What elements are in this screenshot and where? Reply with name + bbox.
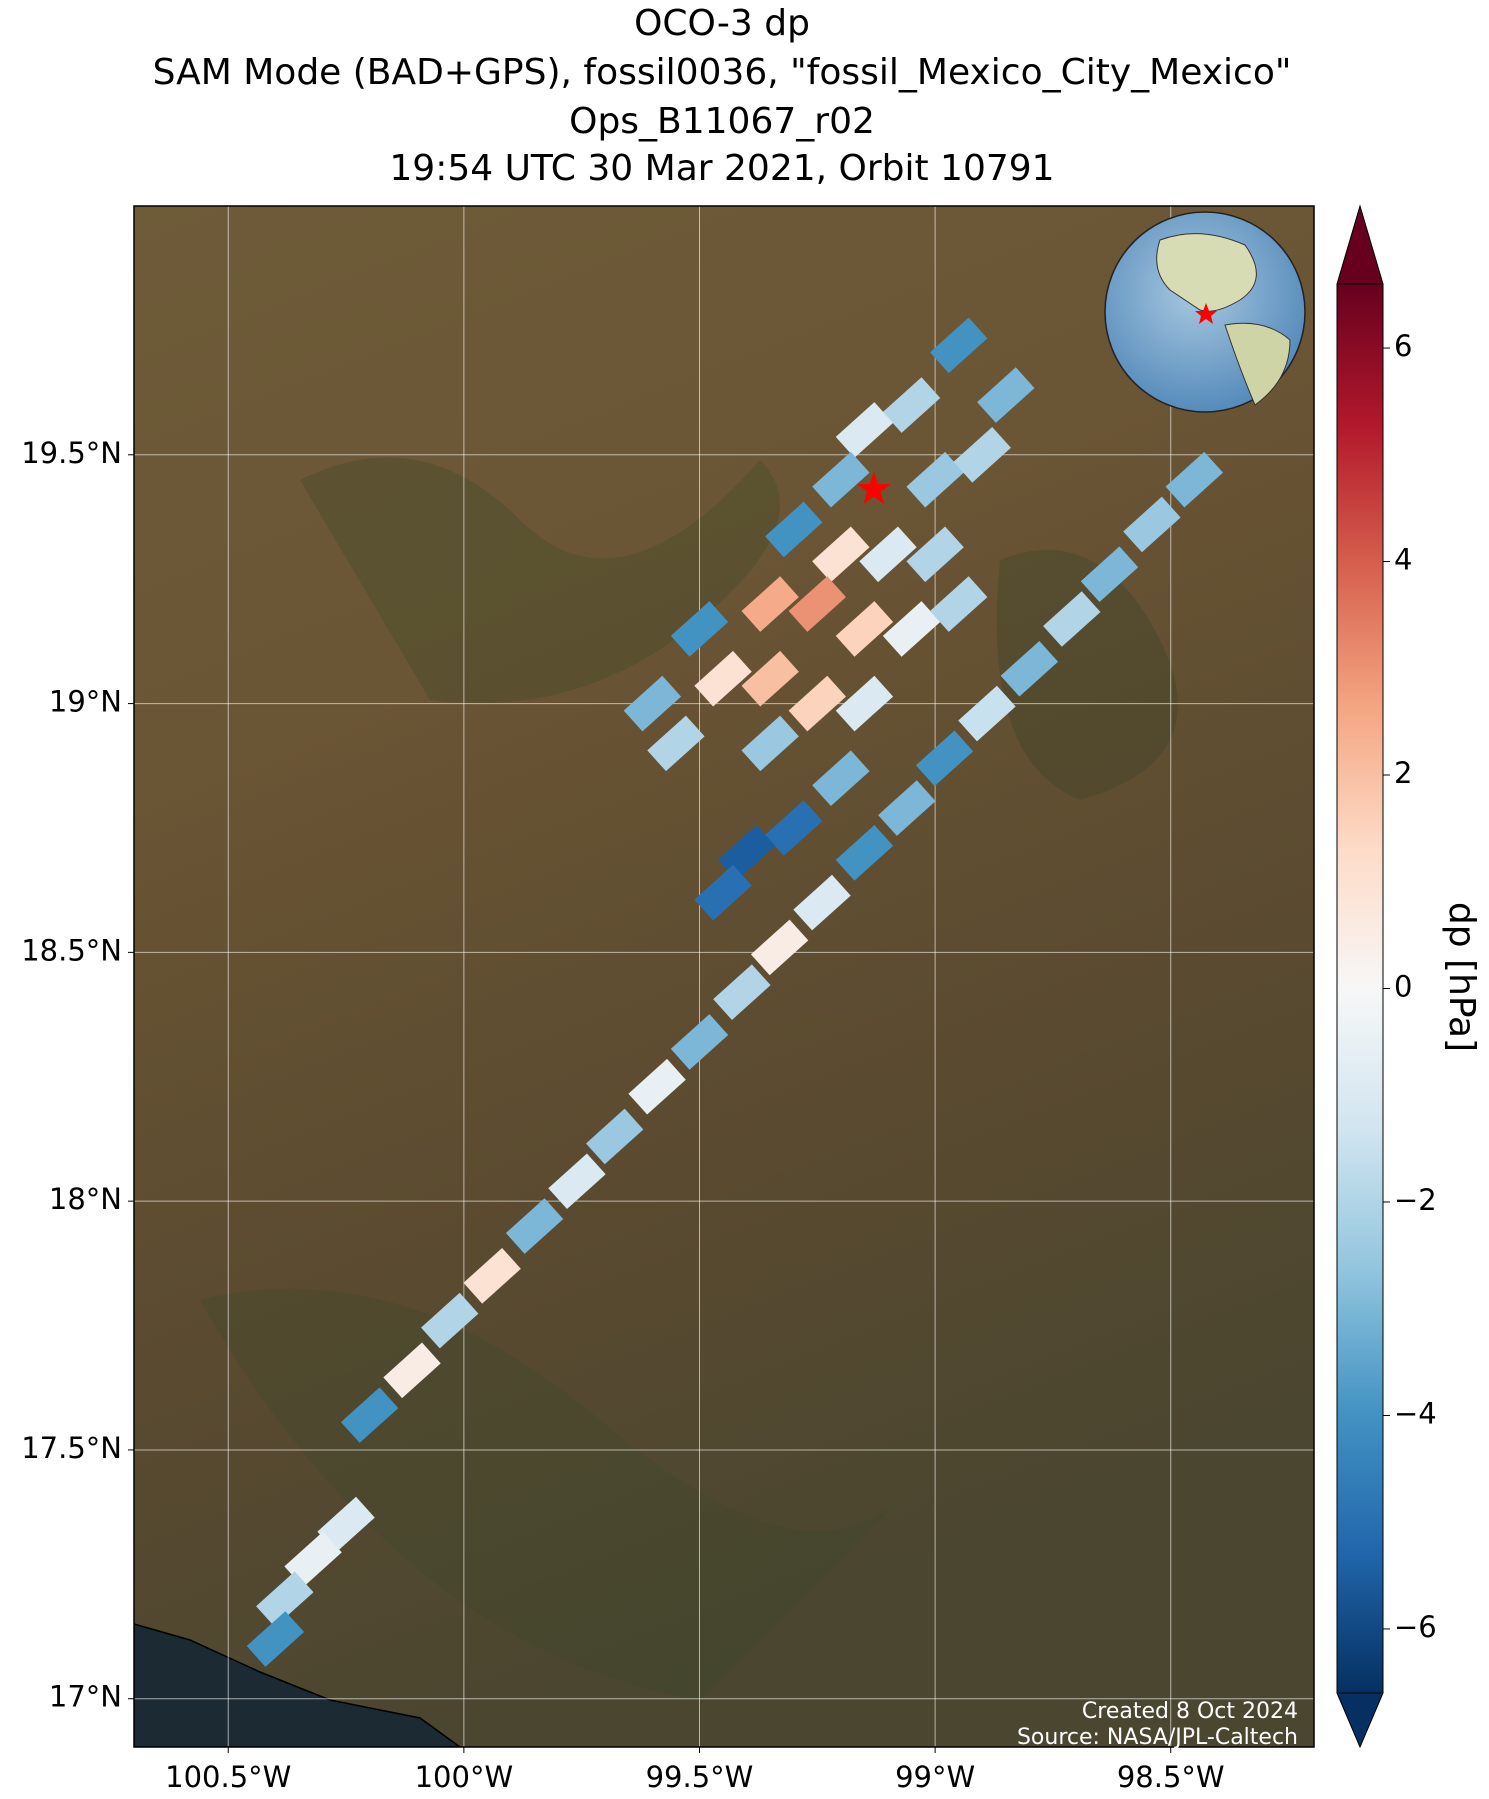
x-tick-label: 100.5°W <box>165 1760 291 1794</box>
ocean <box>134 1623 462 1747</box>
sounding-cell <box>670 1014 729 1070</box>
annotation: Source: NASA/JPL-Caltech <box>1017 1725 1298 1750</box>
colorbar-extend <box>1336 204 1384 285</box>
sounding-cell <box>548 1153 606 1210</box>
chart-title: SAM Mode (BAD+GPS), fossil0036, "fossil_… <box>153 52 1292 93</box>
sounding-cell <box>915 730 974 787</box>
map-area <box>134 206 1314 1747</box>
colorbar-label: dp [hPa] <box>1441 902 1482 1052</box>
sounding-cell <box>906 526 964 583</box>
sounding-cell <box>929 317 988 374</box>
colorbar-tick-label: 4 <box>1394 543 1412 577</box>
sounding-cell <box>1165 451 1223 508</box>
sounding-cell <box>713 964 771 1020</box>
y-tick-label: 17.5°N <box>21 1431 122 1465</box>
sounding-cell <box>317 1496 375 1553</box>
sounding-cell <box>1080 546 1139 603</box>
x-tick-label: 98.5°W <box>1117 1760 1225 1794</box>
sounding-cell <box>383 1342 441 1399</box>
sounding-cell <box>741 576 799 632</box>
sounding-cell <box>463 1247 521 1304</box>
sounding-cell <box>793 874 851 931</box>
sounding-cell <box>958 685 1016 742</box>
sounding-cell <box>628 1058 686 1115</box>
sounding-cell <box>585 1108 644 1165</box>
sounding-cell <box>812 526 870 583</box>
sounding-cell <box>670 601 729 657</box>
y-tick-label: 19.5°N <box>21 436 122 470</box>
terrain <box>300 457 780 704</box>
y-tick-label: 17°N <box>49 1680 122 1714</box>
sounding-cell <box>1000 640 1059 697</box>
sounding-cell <box>421 1292 479 1349</box>
south-america <box>1224 322 1291 406</box>
sounding-cell <box>750 919 809 976</box>
y-tick-label: 18°N <box>49 1182 122 1216</box>
sounding-cell <box>835 601 894 657</box>
sounding-cell <box>788 576 846 632</box>
colorbar-tick-label: 2 <box>1394 756 1412 790</box>
chart-title: OCO-3 dp <box>634 3 810 44</box>
y-tick-label: 18.5°N <box>21 933 122 967</box>
sounding-cell <box>788 675 846 732</box>
sounding-cell <box>765 800 823 856</box>
sounding-cell <box>953 426 1011 483</box>
sounding-cell <box>741 715 799 772</box>
colorbar-tick-label: −6 <box>1394 1610 1437 1644</box>
sounding-cell <box>812 451 870 508</box>
sounding-cell <box>977 367 1035 423</box>
sounding-cell <box>284 1531 342 1588</box>
colorbar <box>1336 283 1384 1694</box>
north-america <box>1156 233 1257 312</box>
colorbar-tick-label: 0 <box>1394 970 1412 1004</box>
sounding-cell <box>835 675 894 732</box>
sounding-cell <box>741 650 799 707</box>
chart-title: Ops_B11067_r02 <box>569 101 875 142</box>
sounding-cell <box>505 1198 564 1254</box>
sounding-cell <box>647 715 705 772</box>
target-star <box>856 471 891 505</box>
map-frame <box>133 205 1315 1748</box>
sounding-cell <box>906 451 964 508</box>
terrain <box>996 550 1178 800</box>
sounding-cell <box>812 750 870 807</box>
globe-star <box>1195 303 1217 324</box>
sounding-cell <box>882 601 941 657</box>
colorbar-tick-label: −4 <box>1394 1396 1437 1430</box>
sounding-cell <box>878 780 936 836</box>
y-tick-label: 19°N <box>49 685 122 719</box>
colorbar-extend <box>1336 1692 1384 1749</box>
sounding-cell <box>882 377 941 433</box>
sounding-cell <box>246 1611 305 1667</box>
x-tick-label: 99°W <box>895 1760 975 1794</box>
x-tick-label: 99.5°W <box>646 1760 754 1794</box>
x-tick-label: 100°W <box>415 1760 514 1794</box>
satellite-background <box>134 206 1314 1747</box>
sounding-cell <box>835 825 894 881</box>
sounding-cell <box>623 675 682 732</box>
chart-title: 19:54 UTC 30 Mar 2021, Orbit 10791 <box>389 148 1054 189</box>
sounding-cell <box>1123 496 1181 553</box>
sounding-cell <box>929 576 988 632</box>
sounding-cell <box>340 1387 399 1443</box>
sounding-cell <box>765 501 823 558</box>
sounding-cell <box>835 402 894 458</box>
globe-inset <box>1104 211 1306 413</box>
sounding-cell <box>694 864 752 921</box>
sounding-cell <box>256 1571 314 1628</box>
sounding-cell <box>694 650 752 707</box>
sounding-cell <box>1043 591 1101 647</box>
colorbar-tick-label: −2 <box>1394 1183 1437 1217</box>
colorbar-tick-label: 6 <box>1394 329 1412 363</box>
sounding-cell <box>859 526 917 583</box>
annotation: Created 8 Oct 2024 <box>1082 1699 1298 1724</box>
